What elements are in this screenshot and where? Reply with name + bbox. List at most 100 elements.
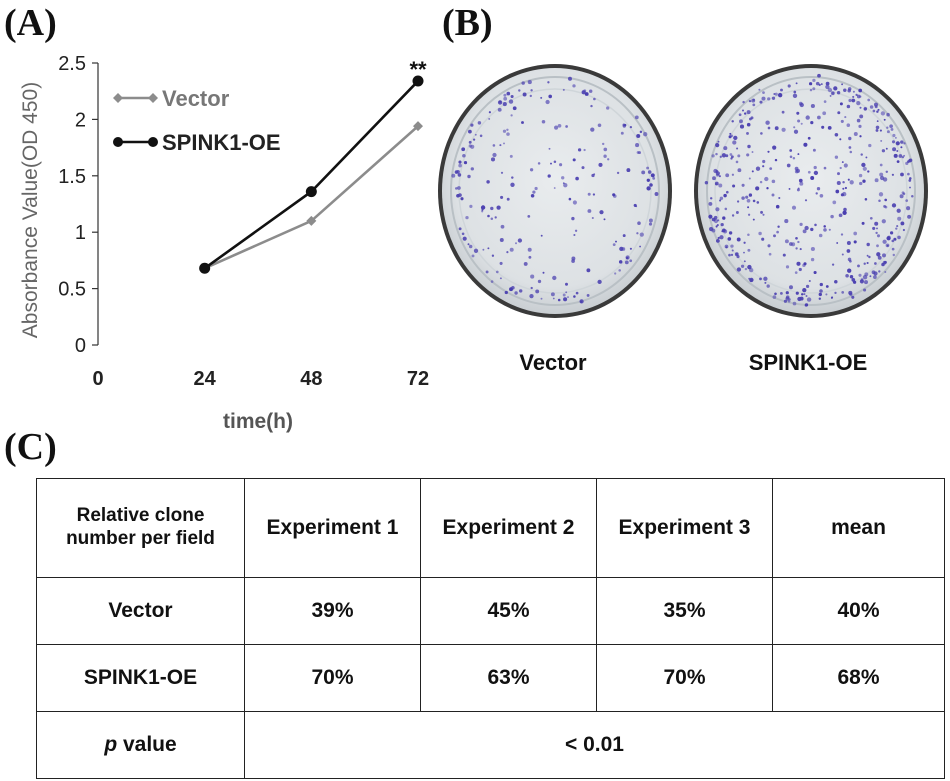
colony-dot — [863, 107, 868, 111]
colony-dot — [814, 223, 817, 227]
colony-dot — [590, 104, 593, 108]
colony-dot — [898, 154, 903, 158]
colony-dot — [884, 205, 888, 209]
colony-dot — [500, 171, 504, 174]
colony-dot — [856, 100, 861, 106]
colony-dot — [878, 192, 884, 197]
colony-dot — [771, 96, 776, 100]
colony-dot — [742, 109, 744, 112]
colony-dot — [458, 160, 462, 164]
colony-dot — [798, 267, 802, 272]
colony-dot — [503, 142, 505, 145]
colony-dot — [798, 101, 803, 106]
colony-dot — [499, 144, 502, 147]
colony-dot — [765, 120, 770, 125]
colony-dot — [874, 178, 879, 183]
colony-dot — [468, 144, 472, 148]
colony-dot — [817, 73, 821, 78]
colony-dot — [849, 180, 854, 185]
colony-dot — [767, 97, 771, 101]
colony-dot — [480, 205, 486, 210]
colony-dot — [588, 89, 593, 93]
colony-dot — [800, 293, 804, 296]
colony-dot — [876, 227, 878, 230]
colony-dot — [470, 123, 474, 127]
colony-dot — [900, 221, 905, 226]
colony-dot — [557, 123, 562, 128]
colony-dot — [874, 262, 877, 265]
colony-dot — [503, 93, 507, 97]
colony-dot — [785, 265, 790, 269]
colony-dot — [704, 181, 709, 185]
table-header-cell: Experiment 1 — [244, 478, 421, 578]
colony-dot — [879, 175, 885, 181]
data-point-vector — [306, 215, 317, 226]
colony-dot — [612, 243, 616, 247]
colony-dot — [827, 87, 833, 93]
colony-dot — [909, 186, 911, 189]
colony-dot — [587, 192, 591, 196]
colony-dot — [837, 111, 841, 115]
colony-dot — [859, 90, 861, 92]
colony-dot — [744, 267, 748, 271]
colony-dot — [908, 179, 912, 182]
colony-dot — [772, 145, 777, 150]
colony-dot — [606, 106, 610, 110]
colony-dot — [881, 262, 885, 267]
colony-dot — [490, 280, 494, 283]
colony-dot — [521, 121, 524, 124]
colony-dot — [574, 229, 578, 232]
colony-dot — [886, 236, 891, 241]
colony-dot — [709, 227, 714, 232]
colony-dot — [830, 296, 833, 299]
colony-dot — [911, 194, 914, 198]
colony-dot — [636, 151, 640, 154]
colony-dot — [881, 219, 886, 224]
colony-dot — [737, 168, 742, 173]
colony-dot — [728, 135, 732, 139]
colony-dot — [880, 139, 883, 142]
colony-dot — [823, 225, 826, 228]
colony-dot — [521, 81, 525, 85]
pvalue-label-italic: p — [104, 733, 118, 756]
colony-dot — [778, 196, 781, 200]
colony-dot — [860, 153, 863, 156]
colony-dot — [836, 242, 839, 244]
colony-dot — [789, 285, 793, 290]
colony-dot — [747, 248, 751, 252]
colony-dot — [603, 147, 608, 152]
colony-dot — [865, 156, 868, 159]
colony-dot — [777, 92, 783, 98]
colony-dot — [809, 88, 813, 92]
colony-dot — [902, 192, 906, 196]
colony-dot — [581, 90, 586, 95]
colony-dot — [629, 247, 632, 250]
colony-dot — [509, 247, 514, 252]
colony-dot — [764, 176, 769, 182]
colony-dot — [795, 247, 798, 250]
colony-dot — [581, 166, 585, 170]
colony-dot — [834, 291, 837, 295]
y-tick-label: 2.5 — [58, 53, 86, 75]
colony-dot — [745, 195, 749, 199]
table-cell: 70% — [596, 644, 773, 712]
colony-dot — [802, 229, 807, 234]
colony-dot — [565, 291, 568, 294]
colony-dot — [477, 121, 482, 125]
colony-dot — [530, 89, 533, 92]
colony-dot — [840, 233, 844, 236]
growth-curve-chart: 0 0.5 1 1.5 2 2.5 0 24 48 72 time(h) Absorbance Val… — [19, 53, 429, 433]
colony-dot — [747, 144, 751, 149]
colony-dot — [893, 153, 898, 158]
colony-dot — [878, 199, 881, 203]
colony-dot — [752, 98, 755, 101]
colony-dot — [714, 181, 719, 186]
colony-dot — [906, 206, 911, 211]
colony-dot — [868, 255, 871, 259]
colony-dot — [886, 130, 890, 134]
colony-dot — [636, 134, 640, 138]
colony-dot — [841, 83, 844, 86]
colony-dot — [774, 126, 779, 131]
colony-dot — [799, 222, 803, 227]
colony-dot — [907, 214, 912, 219]
